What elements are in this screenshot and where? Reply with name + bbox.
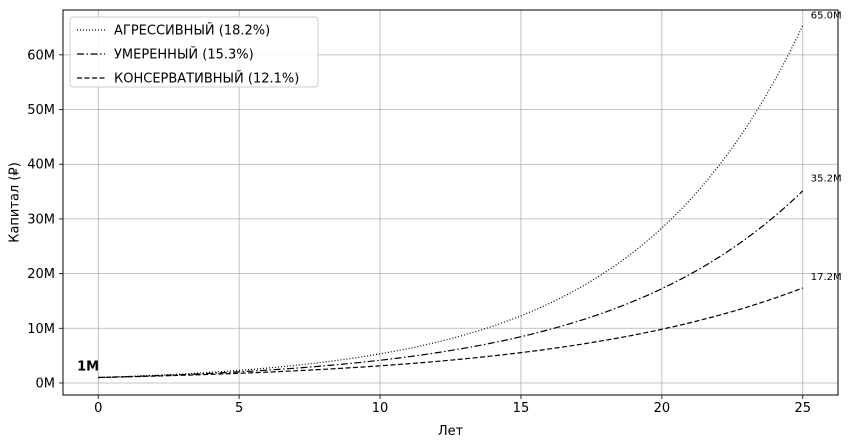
legend-label-2: УМЕРЕННЫЙ (15.3%) [114, 47, 254, 63]
x-tick-label: 0 [94, 401, 102, 416]
x-tick-label: 25 [794, 401, 811, 416]
series-end-label-2: 35.2M [811, 173, 842, 184]
y-tick-label: 10M [27, 322, 55, 337]
plot-frame [62, 9, 839, 396]
y-tick-label: 40M [27, 158, 55, 173]
series-end-label-1: 65.0M [811, 11, 842, 22]
label-layer: Лет Капитал (₽) 1M [8, 162, 464, 439]
grid-layer [63, 10, 838, 395]
series-layer: 65.0M 35.2M 17.2M [98, 11, 842, 379]
y-tick-label: 50M [27, 103, 55, 118]
x-axis-label: Лет [438, 424, 464, 439]
x-tick-label: 5 [235, 401, 243, 416]
series-line-2 [98, 190, 804, 379]
y-axis-label: Капитал (₽) [8, 162, 23, 243]
y-tick-label: 20M [27, 267, 55, 282]
legend-box [69, 16, 319, 88]
x-tick-label: 20 [654, 401, 671, 416]
tick-layer: 0 5 10 15 20 25 0M 10M 20M 30M 40M 50M 60M [27, 48, 811, 416]
legend-label-3: КОНСЕРВАТИВНЫЙ (12.1%) [114, 71, 299, 87]
x-tick-label: 15 [513, 401, 530, 416]
legend-label-1: АГРЕССИВНЫЙ (18.2%) [114, 23, 270, 39]
y-tick-label: 0M [36, 376, 56, 391]
series-end-label-3: 17.2M [811, 272, 842, 283]
legend: АГРЕССИВНЫЙ (18.2%) УМЕРЕННЫЙ (15.3%) КОНС… [69, 16, 319, 88]
series-line-3 [98, 287, 803, 379]
y-tick-label: 60M [27, 48, 55, 63]
series-line-1 [98, 25, 804, 379]
x-tick-label: 10 [372, 401, 389, 416]
y-tick-label: 30M [27, 212, 55, 227]
start-value-label: 1M [77, 360, 99, 375]
